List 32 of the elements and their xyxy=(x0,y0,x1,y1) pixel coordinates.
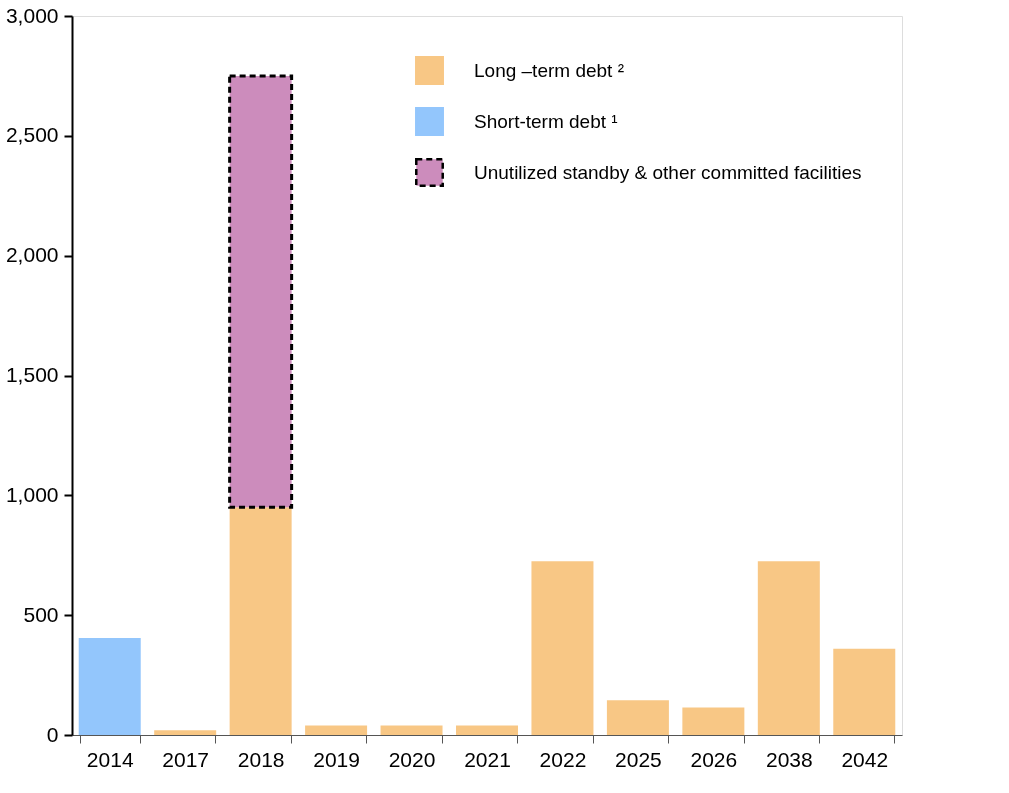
y-tick-label: 1,000 xyxy=(5,482,59,506)
bar xyxy=(531,561,594,735)
bar xyxy=(78,637,141,735)
legend-label: Unutilized standby & other committed facilities xyxy=(474,161,862,183)
x-tick-label: 2026 xyxy=(690,747,738,771)
bar xyxy=(229,507,292,735)
x-tick-label: 2038 xyxy=(765,747,813,771)
x-tick-label: 2017 xyxy=(162,747,210,771)
x-tick-label: 2018 xyxy=(237,747,285,771)
x-tick-label: 2014 xyxy=(86,747,134,771)
bar xyxy=(606,700,669,735)
y-tick-label: 500 xyxy=(23,602,59,626)
x-tick-label: 2021 xyxy=(464,747,511,771)
legend-label: Long –term debt ² xyxy=(474,59,624,81)
bar xyxy=(380,725,443,735)
x-tick-label: 2025 xyxy=(615,747,662,771)
x-tick-label: 2020 xyxy=(388,747,436,771)
y-tick-label: 0 xyxy=(46,722,59,746)
y-tick-label: 3,000 xyxy=(5,3,59,27)
bar xyxy=(305,725,368,735)
y-tick-label: 2,500 xyxy=(5,123,59,147)
x-tick-label: 2042 xyxy=(841,747,889,771)
legend-label: Short-term debt ¹ xyxy=(474,110,618,132)
bar xyxy=(682,707,745,735)
bar xyxy=(456,725,518,735)
x-tick-label: 2019 xyxy=(313,747,360,771)
x-tick-label: 2022 xyxy=(539,747,587,771)
y-tick-label: 2,000 xyxy=(5,243,59,267)
bar xyxy=(154,730,217,735)
y-tick-label: 1,500 xyxy=(5,363,59,386)
bar xyxy=(833,648,896,735)
bar xyxy=(757,561,820,735)
